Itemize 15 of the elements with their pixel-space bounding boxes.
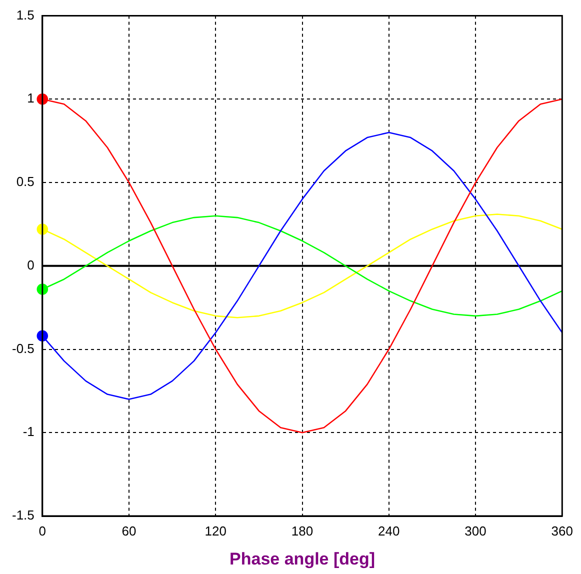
y-tick-label: 0.5 xyxy=(16,174,34,190)
x-tick-label: 60 xyxy=(122,523,136,538)
x-axis-title: Phase angle [deg] xyxy=(230,549,376,568)
y-tick-label: 1 xyxy=(27,90,34,106)
y-tick-label: -1.5 xyxy=(12,508,34,523)
x-tick-label: 180 xyxy=(291,523,314,538)
x-tick-label: 240 xyxy=(378,523,400,538)
x-tick-label: 300 xyxy=(464,523,486,538)
y-tick-label: -1 xyxy=(22,424,34,440)
y-tick-label: 1.5 xyxy=(16,7,34,22)
y-tick-label: 0 xyxy=(27,257,34,272)
x-tick-label: 0 xyxy=(38,523,46,538)
x-tick-label: 120 xyxy=(204,523,227,538)
x-tick-label: 360 xyxy=(551,523,574,538)
y-tick-label: -0.5 xyxy=(12,340,34,356)
